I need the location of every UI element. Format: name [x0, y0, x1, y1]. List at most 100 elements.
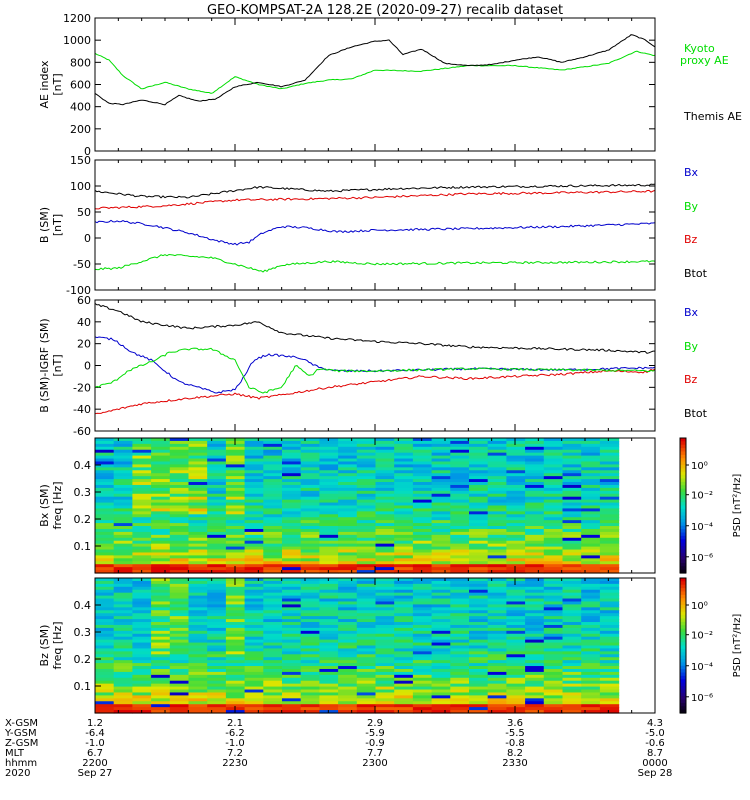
panels: AE index [nT]020040060080010001200Kyotopr…: [38, 12, 743, 714]
y-axis-title: [nT]: [51, 214, 64, 236]
x-tick-label: -5.5: [505, 728, 525, 739]
y-tick-label: 600: [70, 79, 91, 92]
x-tick-label: 6.7: [87, 748, 103, 759]
colorbar: 10⁰ 10⁻² 10⁻⁴ 10⁻⁶ PSD [nT²/Hz]: [679, 437, 743, 574]
x-tick-label: 2.1: [227, 718, 243, 729]
legend-label-bz: Bz: [684, 233, 698, 246]
series-line-3: [94, 336, 656, 394]
y-tick-label: -40: [73, 403, 91, 416]
x-tick-label: Sep 27: [78, 768, 113, 779]
x-tick-label: -1.0: [225, 738, 245, 749]
y-tick-label: 0.4: [74, 599, 92, 612]
x-tick-label: 2200: [82, 758, 107, 769]
colorbar-tick-label: 10⁻⁴: [691, 522, 713, 533]
series-line-4: [94, 253, 656, 273]
x-tick-label: -0.8: [505, 738, 525, 749]
spectrogram-cells: [95, 438, 620, 574]
y-tick-label: 0: [84, 232, 91, 245]
panel-4: Bx (SM) freq [Hz]0.10.20.30.4 10⁰10⁻²10⁻⁴1…: [38, 437, 743, 574]
x-tick-label: Sep 28: [638, 768, 673, 779]
panel-3: B (SM)-IGRF (SM) [nT] -60 -40 -20 0 20 40 60 Bx By…: [38, 294, 708, 438]
y-tick-label: 0.2: [74, 513, 92, 526]
legend-label-kyoto: Kyoto: [684, 42, 715, 55]
panel-2: B (SM) [nT] -100 -50 0 50 100 150 Bx By Bz Btot: [38, 154, 708, 297]
y-tick-label: 0.3: [74, 486, 92, 499]
y-tick-label: 150: [70, 154, 91, 167]
legend-label-by: By: [684, 340, 699, 353]
panel-frame: [94, 299, 656, 432]
x-tick-label: -6.2: [225, 728, 245, 739]
panel-5: Bz (SM) freq [Hz]0.10.20.30.4 10⁰10⁻²10⁻⁴1…: [38, 577, 743, 714]
x-row-label: Z-GSM: [5, 738, 38, 749]
panel-frame: [94, 17, 656, 152]
x-tick-label: 7.2: [227, 748, 243, 759]
colorbar-tick-label: 10⁰: [691, 601, 708, 612]
x-tick-label: 2330: [502, 758, 527, 769]
x-axis-labels: X-GSMY-GSMZ-GSMMLThhmm20201.2-6.4-1.06.7…: [4, 718, 672, 779]
colorbar: 10⁰ 10⁻² 10⁻⁴ 10⁻⁶ PSD [nT²/Hz]: [679, 577, 743, 714]
y-axis-title: AE index: [38, 60, 51, 109]
colorbar-label: PSD [nT²/Hz]: [732, 614, 743, 678]
x-row-label: MLT: [5, 748, 25, 759]
y-axis-title: freq [Hz]: [51, 481, 64, 529]
y-axis-title: B (SM): [38, 207, 51, 243]
legend-label-bz: Bz: [684, 373, 698, 386]
panel-1: AE index [nT] 0 200 400 600 800 1000 1200 Kyotopr…: [38, 12, 742, 158]
legend-label-themis-ae: Themis AE: [683, 110, 742, 123]
x-tick-label: 3.6: [507, 718, 523, 729]
y-tick-label: 0.2: [74, 653, 92, 666]
colorbar-tick-label: 10⁻²: [691, 631, 713, 642]
legend-label-bx: Bx: [684, 306, 699, 319]
y-tick-label: 800: [70, 56, 91, 69]
spectrogram-cells: [95, 578, 620, 714]
y-axis-title: [nT]: [51, 354, 64, 376]
series-line-3: [94, 219, 656, 246]
x-tick-label: 0000: [642, 758, 667, 769]
y-tick-label: 0: [84, 145, 91, 158]
y-axis-title: B (SM)-IGRF (SM): [38, 318, 51, 412]
series-line-1: [94, 183, 656, 199]
x-tick-label: 7.7: [367, 748, 383, 759]
x-row-label: Y-GSM: [4, 728, 37, 739]
series-line-2: [94, 368, 656, 415]
y-tick-label: 1200: [63, 12, 91, 25]
x-tick-label: -1.0: [85, 738, 105, 749]
colorbar-frame: [679, 437, 687, 574]
y-tick-label: -60: [73, 425, 91, 438]
y-tick-label: 20: [77, 338, 91, 351]
x-tick-label: 2230: [222, 758, 247, 769]
legend-label-btot: Btot: [684, 267, 708, 280]
colorbar-tick-label: 10⁻⁶: [691, 553, 713, 564]
y-tick-label: 0.3: [74, 626, 92, 639]
y-tick-label: 0.4: [74, 459, 92, 472]
colorbar-label: PSD [nT²/Hz]: [732, 474, 743, 538]
y-tick-label: 0.1: [74, 540, 92, 553]
y-axis-title: Bz (SM): [38, 625, 51, 667]
x-tick-label: -0.6: [645, 738, 665, 749]
y-tick-label: 0.1: [74, 680, 92, 693]
legend-label-btot: Btot: [684, 407, 708, 420]
x-tick-label: -6.4: [85, 728, 105, 739]
colorbar-tick-label: 10⁻⁴: [691, 662, 713, 673]
y-axis-title: Bx (SM): [38, 484, 51, 527]
x-tick-label: 1.2: [87, 718, 103, 729]
chart-title: GEO-KOMPSAT-2A 128.2E (2020-09-27) recal…: [207, 3, 563, 18]
colorbar-tick-label: 10⁰: [691, 461, 708, 472]
x-tick-label: 2.9: [367, 718, 383, 729]
y-axis-title: freq [Hz]: [51, 621, 64, 669]
colorbar-frame: [679, 577, 687, 714]
legend-label-proxy-ae: proxy AE: [680, 54, 729, 67]
y-tick-label: 1000: [63, 34, 91, 47]
colorbar-tick-label: 10⁻⁶: [691, 693, 713, 704]
x-row-label: 2020: [5, 768, 30, 779]
series-line-2: [94, 189, 656, 210]
x-row-label: hhmm: [5, 758, 37, 769]
x-tick-label: -0.9: [365, 738, 385, 749]
y-tick-label: 400: [70, 101, 91, 114]
legend-label-by: By: [684, 200, 699, 213]
y-tick-label: -20: [73, 381, 91, 394]
y-tick-label: 40: [77, 316, 91, 329]
x-tick-label: 8.2: [507, 748, 523, 759]
x-tick-label: -5.9: [365, 728, 385, 739]
